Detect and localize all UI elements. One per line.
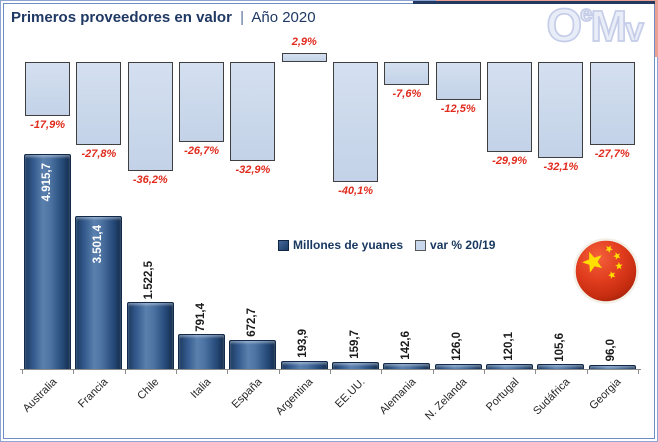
var-label-10: -32,1% (543, 161, 579, 174)
var-bar-1 (76, 62, 122, 146)
legend-label-yuanes: Millones de yuanes (293, 238, 404, 252)
var-label-1: -27,8% (81, 148, 117, 161)
china-flag-icon (572, 237, 640, 305)
value-label-0: 4.915,7 (40, 163, 53, 202)
value-label-6: 159,7 (348, 330, 361, 359)
value-bar-0 (24, 154, 72, 369)
axis-tick-7 (381, 370, 383, 374)
axis-tick-8 (432, 370, 434, 374)
var-bar-11 (589, 62, 635, 146)
value-label-7: 142,6 (399, 331, 412, 360)
legend-swatch-yuanes (278, 239, 289, 251)
var-bar-8 (435, 62, 481, 100)
value-bar-9 (486, 363, 534, 369)
value-bar-4 (229, 339, 277, 369)
value-bar-8 (434, 363, 482, 369)
title-subtitle: Año 2020 (251, 9, 316, 26)
page-title: Primeros proveedores en valor | Año 2020 (11, 9, 316, 26)
var-label-5: 2,9% (291, 36, 317, 49)
var-label-0: -17,9% (30, 118, 66, 131)
var-label-11: -27,7% (594, 148, 630, 161)
value-bar-6 (332, 362, 380, 369)
var-label-9: -29,9% (492, 154, 528, 167)
legend-swatch-var (415, 239, 427, 251)
var-bar-6 (333, 62, 379, 183)
axis-tick-2 (124, 370, 126, 374)
value-bar-1 (75, 215, 123, 369)
var-bar-0 (25, 62, 71, 116)
var-label-2: -36,2% (132, 173, 168, 186)
axis-tick-6 (329, 370, 331, 374)
logo-letter-m: M (590, 2, 628, 51)
axis-tick-5 (278, 370, 280, 374)
legend-label-var: var % 20/19 (430, 238, 496, 252)
var-bar-10 (538, 62, 584, 159)
value-label-1: 3.501,4 (91, 224, 104, 264)
axis-tick-11 (586, 370, 588, 374)
oemv-logo: OeMv (546, 0, 645, 51)
var-label-7: -7,6% (392, 87, 422, 100)
value-bar-11 (588, 364, 636, 369)
legend-item-yuanes: Millones de yuanes (278, 238, 403, 252)
var-bar-4 (230, 62, 276, 161)
x-axis-line (20, 369, 641, 370)
legend-item-var: var % 20/19 (415, 238, 495, 252)
var-bar-2 (127, 62, 173, 171)
var-bar-5 (281, 53, 327, 62)
var-label-8: -12,5% (440, 102, 476, 115)
var-label-3: -26,7% (184, 145, 220, 158)
axis-tick-4 (227, 370, 229, 374)
value-label-8: 126,0 (451, 331, 464, 361)
value-bar-5 (280, 360, 328, 369)
value-bar-7 (383, 362, 431, 369)
logo-letter-o: O (546, 0, 583, 51)
value-label-11: 96,0 (605, 339, 618, 362)
var-label-4: -32,9% (235, 163, 271, 176)
axis-tick-0 (21, 370, 23, 374)
value-bar-3 (178, 334, 226, 369)
logo-letter-e: e (579, 1, 593, 26)
var-label-6: -40,1% (338, 185, 374, 198)
value-label-4: 672,7 (245, 307, 258, 337)
axis-tick-9 (483, 370, 485, 374)
axis-tick-1 (73, 370, 75, 374)
axis-tick-12 (637, 370, 639, 374)
value-bar-2 (126, 302, 174, 369)
title-separator: | (240, 9, 245, 26)
axis-tick-3 (175, 370, 177, 374)
right-edge-accent (655, 0, 658, 57)
value-label-3: 791,4 (194, 302, 207, 332)
value-label-2: 1.522,5 (143, 261, 156, 300)
value-bar-10 (537, 364, 585, 369)
logo-letter-v: v (624, 11, 645, 49)
title-main: Primeros proveedores en valor (11, 9, 232, 26)
value-label-5: 193,9 (297, 328, 310, 358)
var-bar-3 (179, 62, 225, 143)
var-bar-9 (487, 62, 533, 152)
top-edge-navy-line (413, 1, 655, 4)
value-label-10: 105,6 (553, 332, 566, 362)
var-bar-7 (384, 62, 430, 85)
chart-legend: Millones de yuanes var % 20/19 (278, 238, 495, 252)
value-label-9: 120,1 (502, 331, 515, 361)
axis-tick-10 (535, 370, 537, 374)
